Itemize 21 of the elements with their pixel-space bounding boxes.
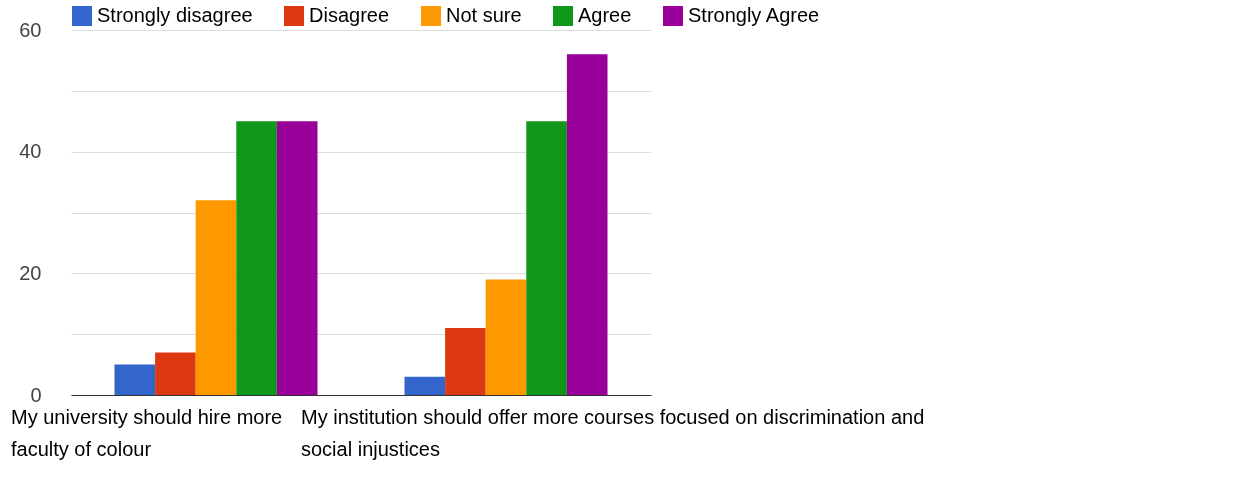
- legend-label: Agree: [578, 4, 632, 26]
- y-tick-label: 0: [30, 383, 42, 406]
- legend-label: Disagree: [309, 4, 390, 26]
- y-tick-label: 40: [19, 140, 42, 163]
- x-tick-label: My institution should offer more courses focused on discrimination and social injustices: [301, 405, 925, 460]
- bar: [404, 376, 446, 395]
- bar: [566, 54, 608, 395]
- bar: [155, 352, 196, 395]
- bar: [526, 121, 567, 395]
- bar: [276, 121, 318, 395]
- bar: [114, 364, 156, 395]
- legend-label: Not sure: [446, 4, 522, 26]
- x-tick-label: My university should hire more faculty of colour: [11, 405, 283, 460]
- y-tick-label: 20: [19, 261, 42, 284]
- bar: [195, 200, 237, 395]
- y-tick-label: 60: [19, 18, 42, 41]
- bar: [236, 121, 277, 395]
- legend-label: Strongly disagree: [97, 4, 253, 26]
- bar: [445, 328, 486, 395]
- bar: [485, 279, 527, 395]
- legend-label: Strongly Agree: [688, 4, 820, 26]
